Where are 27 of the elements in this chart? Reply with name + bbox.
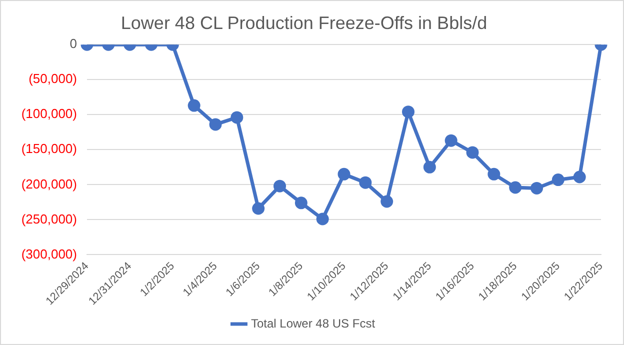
point xyxy=(530,182,543,194)
point xyxy=(380,195,394,208)
y-tick-label: (200,000) xyxy=(21,176,77,192)
point xyxy=(573,170,586,184)
y-tick-label: (300,000) xyxy=(21,246,77,262)
point xyxy=(230,111,244,124)
point xyxy=(488,168,500,180)
point xyxy=(402,106,414,118)
point xyxy=(444,134,458,147)
chart-title: Lower 48 CL Production Freeze-Offs in Bbls/d xyxy=(120,12,488,33)
point xyxy=(252,202,265,215)
y-tick-label: (100,000) xyxy=(21,106,77,122)
point xyxy=(338,168,350,180)
y-tick-label: (150,000) xyxy=(21,141,77,156)
point xyxy=(294,196,308,210)
point xyxy=(209,118,222,131)
legend-label: Total Lower 48 US Fcst xyxy=(250,316,376,330)
y-tick-label: (50,000) xyxy=(28,71,77,86)
point xyxy=(359,176,372,189)
point xyxy=(466,146,479,159)
point xyxy=(423,160,436,174)
y-tick-label: 0 xyxy=(70,36,77,52)
point xyxy=(509,181,522,194)
point xyxy=(274,180,286,192)
point xyxy=(552,174,564,186)
y-tick-label: (250,000) xyxy=(21,211,77,226)
point xyxy=(316,212,329,226)
